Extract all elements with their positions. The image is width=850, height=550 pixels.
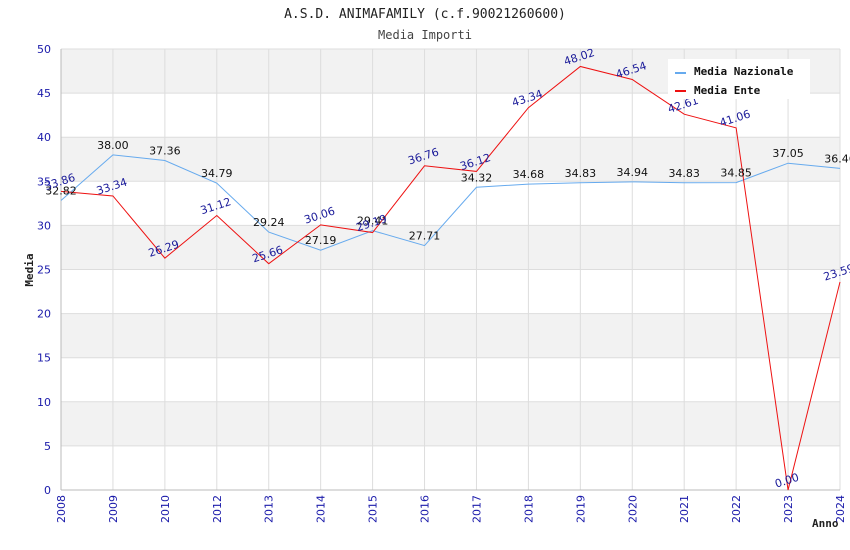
x-tick-label: 2015 xyxy=(367,495,380,523)
data-label: 31.12 xyxy=(199,195,233,217)
series-line-media-nazionale xyxy=(60,154,841,251)
data-label: 27.19 xyxy=(305,234,337,247)
series-layer xyxy=(60,65,841,491)
data-label: 34.83 xyxy=(565,167,597,180)
x-tick-label: 2012 xyxy=(211,495,224,523)
y-axis-label: Media xyxy=(23,253,36,286)
y-tick-label: 5 xyxy=(44,440,51,453)
x-tick-label: 2016 xyxy=(419,495,432,523)
data-label: 41.06 xyxy=(718,107,752,129)
data-label: 34.68 xyxy=(513,168,545,181)
data-label: 32.82 xyxy=(45,185,77,198)
grid-band xyxy=(61,401,840,446)
x-tick-label: 2019 xyxy=(574,495,587,523)
y-tick-label: 35 xyxy=(37,175,51,188)
data-label: 34.83 xyxy=(668,167,700,180)
data-label: 30.06 xyxy=(303,204,337,226)
data-label: 34.32 xyxy=(461,171,493,184)
data-label: 34.85 xyxy=(720,167,752,180)
data-label: 34.79 xyxy=(201,167,233,180)
x-tick-label: 2014 xyxy=(315,495,328,523)
series-line-media-ente xyxy=(60,65,841,491)
y-tick-label: 20 xyxy=(37,308,51,321)
x-tick-label: 2009 xyxy=(107,495,120,523)
x-tick-label: 2018 xyxy=(522,495,535,523)
legend-label-media-nazionale: Media Nazionale xyxy=(694,65,794,78)
data-label: 34.94 xyxy=(617,166,649,179)
y-tick-label: 40 xyxy=(37,131,51,144)
legend-label-media-ente: Media Ente xyxy=(694,84,761,97)
legend: Media Nazionale Media Ente xyxy=(668,59,810,99)
axes xyxy=(60,49,840,491)
x-tick-label: 2017 xyxy=(470,495,483,523)
legend-box xyxy=(668,59,810,99)
grid-lines xyxy=(60,48,841,491)
grid-band xyxy=(61,225,840,270)
x-tick-label: 2010 xyxy=(159,495,172,523)
x-tick-label: 2023 xyxy=(782,495,795,523)
x-tick-label: 2020 xyxy=(626,495,639,523)
chart-subtitle: Media Importi xyxy=(378,28,472,42)
grid-band xyxy=(61,313,840,358)
y-tick-label: 30 xyxy=(37,219,51,232)
x-tick-label: 2024 xyxy=(834,495,847,523)
data-label: 38.00 xyxy=(97,139,129,152)
x-tick-label: 2021 xyxy=(678,495,691,523)
x-tick-label: 2013 xyxy=(263,495,276,523)
y-tick-label: 0 xyxy=(44,484,51,497)
data-label: 27.71 xyxy=(409,230,441,243)
data-label: 37.05 xyxy=(772,147,804,160)
data-label: 29.24 xyxy=(253,216,285,229)
data-label: 37.36 xyxy=(149,144,181,157)
tick-labels: 0 5 10 15 20 25 30 35 40 45 50 2008 2009 2010 2012 2013… xyxy=(37,43,847,523)
data-label: 0.00 xyxy=(773,471,800,491)
y-tick-label: 15 xyxy=(37,352,51,365)
y-tick-label: 10 xyxy=(37,396,51,409)
y-tick-label: 50 xyxy=(37,43,51,56)
y-tick-label: 25 xyxy=(37,264,51,277)
chart-title: A.S.D. ANIMAFAMILY (c.f.90021260600) xyxy=(284,7,566,22)
data-label: 36.46 xyxy=(824,152,850,165)
x-tick-label: 2022 xyxy=(730,495,743,523)
grid-band xyxy=(61,137,840,182)
x-axis-label: Anno xyxy=(812,517,839,530)
data-label: 29.41 xyxy=(357,215,389,228)
grid-bands xyxy=(61,49,840,446)
y-tick-label: 45 xyxy=(37,87,51,100)
x-tick-label: 2008 xyxy=(55,495,68,523)
